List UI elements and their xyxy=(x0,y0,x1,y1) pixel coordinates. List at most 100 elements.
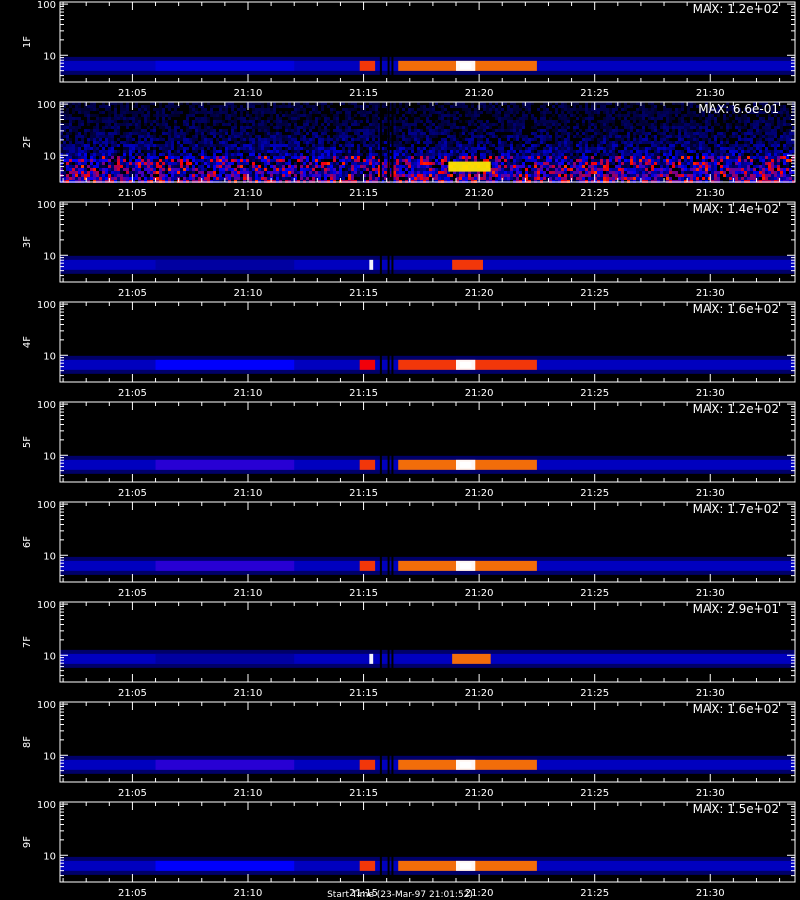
x-tick-label: 21:25 xyxy=(580,188,609,199)
x-tick-label: 21:25 xyxy=(580,588,609,599)
spectral-band xyxy=(60,755,795,774)
spectrogram-svg: 10 100 21:05 21:10 21:15 21:20 21:25 21:30 7F MAX… xyxy=(22,600,796,699)
plot-frame xyxy=(59,101,796,183)
x-tick-label: 21:30 xyxy=(696,388,725,399)
x-tick-label: 21:15 xyxy=(349,888,378,899)
x-tick-label: 21:15 xyxy=(349,188,378,199)
band-feature xyxy=(452,653,491,664)
spectral-band xyxy=(60,455,795,474)
plot-frame xyxy=(59,401,796,483)
y-axis-ticks xyxy=(60,203,795,283)
x-axis-ticks xyxy=(62,602,781,682)
x-tick-label: 21:30 xyxy=(696,788,725,799)
x-axis-ticks xyxy=(62,102,781,182)
spectral-band xyxy=(60,856,795,875)
channel-label: 6F xyxy=(22,536,33,548)
x-tick-label: 21:05 xyxy=(118,488,147,499)
data-gap-markers xyxy=(379,602,394,682)
max-annotation: MAX: 1.6e+02 xyxy=(693,702,779,716)
band-feature xyxy=(369,653,374,664)
spectrogram-svg: 10 100 21:05 21:10 21:15 21:20 21:25 21:30 2F MAX… xyxy=(22,100,796,199)
channel-label: 3F xyxy=(22,236,33,248)
x-tick-label: 21:25 xyxy=(580,288,609,299)
spectrogram-panel-9f: 10 100 21:05 21:10 21:15 21:20 21:25 21:30 9F MAX… xyxy=(0,800,800,900)
plot-frame xyxy=(59,801,796,883)
x-tick-label: 21:05 xyxy=(118,588,147,599)
data-gap-markers xyxy=(379,2,394,82)
y-tick-label: 100 xyxy=(37,100,56,111)
y-tick-label: 100 xyxy=(37,0,56,11)
y-axis-ticks xyxy=(60,303,795,383)
spectrogram-svg: 10 100 21:05 21:10 21:15 21:20 21:25 21:30 6F MAX… xyxy=(22,500,796,599)
x-tick-label: 21:30 xyxy=(696,188,725,199)
channel-label: 8F xyxy=(22,736,33,748)
band-feature xyxy=(155,860,295,871)
max-annotation: MAX: 1.6e+02 xyxy=(693,302,779,316)
x-tick-label: 21:25 xyxy=(580,488,609,499)
x-tick-label: 21:15 xyxy=(349,588,378,599)
x-tick-label: 21:30 xyxy=(696,888,725,899)
spectrogram-svg: 10 100 21:05 21:10 21:15 21:20 21:25 21:30 4F MAX… xyxy=(22,300,796,399)
x-tick-label: 21:10 xyxy=(234,388,263,399)
x-axis-ticks xyxy=(62,202,781,282)
x-tick-label: 21:10 xyxy=(234,188,263,199)
spectrogram-svg: 10 100 21:05 21:10 21:15 21:20 21:25 21:30 3F MAX… xyxy=(22,200,796,299)
max-annotation: MAX: 1.2e+02 xyxy=(693,2,779,16)
spectral-band xyxy=(60,649,795,668)
x-tick-label: 21:15 xyxy=(349,688,378,699)
max-annotation: MAX: 1.5e+02 xyxy=(693,802,779,816)
band-feature xyxy=(452,259,483,270)
x-tick-label: 21:25 xyxy=(580,688,609,699)
y-tick-label: 10 xyxy=(43,651,56,662)
band-feature xyxy=(369,259,374,270)
x-tick-label: 21:10 xyxy=(234,688,263,699)
x-tick-label: 21:05 xyxy=(118,188,147,199)
max-annotation: MAX: 6.6e-01 xyxy=(698,102,779,116)
y-tick-label: 100 xyxy=(37,300,56,311)
band-feature xyxy=(155,653,295,664)
y-tick-label: 10 xyxy=(43,751,56,762)
x-tick-label: 21:30 xyxy=(696,688,725,699)
x-tick-label: 21:10 xyxy=(234,488,263,499)
spectral-band xyxy=(60,355,795,374)
x-tick-label: 21:15 xyxy=(349,788,378,799)
x-axis-ticks xyxy=(62,802,781,882)
x-tick-label: 21:25 xyxy=(580,788,609,799)
spectrogram-panel-7f: 10 100 21:05 21:10 21:15 21:20 21:25 21:30 7F MAX… xyxy=(0,600,800,700)
band-feature xyxy=(359,60,376,71)
spectrogram-svg: 10 100 21:05 21:10 21:15 21:20 21:25 21:30 8F MAX… xyxy=(22,700,796,799)
x-tick-label: 21:25 xyxy=(580,388,609,399)
band-feature xyxy=(155,60,295,71)
band-feature xyxy=(155,259,295,270)
y-tick-label: 10 xyxy=(43,551,56,562)
x-axis-ticks xyxy=(62,402,781,482)
spectrogram-panel-4f: 10 100 21:05 21:10 21:15 21:20 21:25 21:30 4F MAX… xyxy=(0,300,800,400)
x-tick-label: 21:05 xyxy=(118,388,147,399)
data-gap-markers xyxy=(379,402,394,482)
plot-frame xyxy=(59,701,796,783)
plot-frame xyxy=(59,601,796,683)
spectral-band xyxy=(60,102,795,183)
band-feature xyxy=(359,560,376,571)
x-tick-label: 21:20 xyxy=(465,788,494,799)
band-feature xyxy=(448,161,491,172)
y-tick-label: 100 xyxy=(37,500,56,511)
x-tick-label: 21:20 xyxy=(465,288,494,299)
x-tick-label: 21:20 xyxy=(465,188,494,199)
spectral-band xyxy=(60,556,795,575)
plot-background xyxy=(60,602,795,682)
x-tick-label: 21:30 xyxy=(696,288,725,299)
x-tick-label: 21:20 xyxy=(465,488,494,499)
x-tick-label: 21:25 xyxy=(580,888,609,899)
channel-label: 4F xyxy=(22,336,33,348)
y-axis-ticks xyxy=(60,403,795,483)
x-tick-label: 21:20 xyxy=(465,388,494,399)
y-axis-ticks xyxy=(60,103,795,183)
data-gap-markers xyxy=(379,202,394,282)
y-tick-label: 10 xyxy=(43,51,56,62)
spectrogram-panel-6f: 10 100 21:05 21:10 21:15 21:20 21:25 21:30 6F MAX… xyxy=(0,500,800,600)
x-tick-label: 21:10 xyxy=(234,588,263,599)
channel-label: 9F xyxy=(22,836,33,848)
x-tick-label: 21:30 xyxy=(696,88,725,99)
y-tick-label: 10 xyxy=(43,251,56,262)
